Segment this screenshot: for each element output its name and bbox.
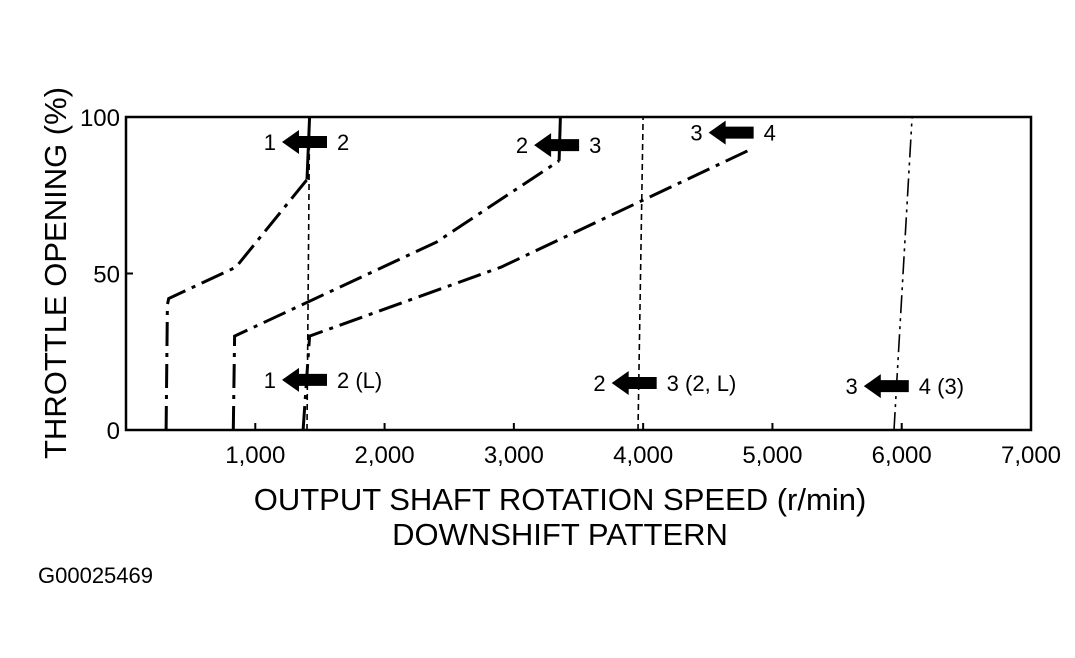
shift-from-label: 3 bbox=[690, 121, 702, 146]
shift-to-label: 3 bbox=[589, 133, 601, 158]
shift-line-1 bbox=[164, 178, 309, 431]
shift-marker-layer: 1 2 2 33 41 2 (L) 2 3 (2, L) 3 4 (3) bbox=[264, 121, 964, 400]
shift-from-label: 2 bbox=[516, 133, 528, 158]
shift-from-label: 2 bbox=[593, 371, 605, 396]
x-axis-title: OUTPUT SHAFT ROTATION SPEED (r/min) bbox=[254, 482, 867, 517]
tick-layer: 1,000 2,000 3,000 4,000 5,000 6,000 7,000 0 50 10… bbox=[80, 105, 1061, 469]
series-layer bbox=[164, 116, 913, 431]
left-arrow-icon bbox=[863, 374, 909, 399]
shift-to-label: 2 bbox=[337, 130, 349, 155]
left-arrow-icon bbox=[282, 367, 327, 392]
shift-line-8 bbox=[893, 116, 913, 431]
x-tick-label: 4,000 bbox=[613, 442, 673, 469]
figure-id: G00025469 bbox=[38, 563, 153, 588]
left-arrow-icon bbox=[282, 130, 327, 155]
shift-line-4 bbox=[557, 116, 562, 161]
shift-to-label: 4 bbox=[764, 121, 776, 146]
x-tick-label: 1,000 bbox=[225, 442, 285, 469]
y-tick-label: 50 bbox=[93, 262, 120, 289]
x-tick-label: 2,000 bbox=[355, 442, 415, 469]
x-tick-label: 7,000 bbox=[1001, 442, 1061, 469]
shift-from-label: 1 bbox=[264, 368, 276, 393]
chart-subtitle: DOWNSHIFT PATTERN bbox=[392, 517, 728, 552]
shift-marker: 2 3 (2, L) bbox=[593, 371, 736, 396]
left-arrow-icon bbox=[611, 371, 657, 396]
shift-to-label: 4 (3) bbox=[919, 374, 964, 399]
x-tick-label: 3,000 bbox=[484, 442, 544, 469]
left-arrow-icon bbox=[708, 120, 754, 145]
shift-marker: 3 4 (3) bbox=[846, 374, 964, 399]
shift-to-label: 3 (2, L) bbox=[667, 371, 737, 396]
y-axis-title: THROTTLE OPENING (%) bbox=[38, 87, 73, 459]
x-tick-label: 5,000 bbox=[742, 442, 802, 469]
shift-marker: 1 2 (L) bbox=[264, 367, 382, 393]
shift-from-label: 1 bbox=[264, 130, 276, 155]
y-tick-label: 100 bbox=[80, 105, 120, 132]
shift-line-3 bbox=[231, 159, 560, 431]
shift-from-label: 3 bbox=[846, 374, 858, 399]
y-tick-label: 0 bbox=[107, 418, 120, 445]
left-arrow-icon bbox=[534, 133, 580, 158]
x-tick-label: 6,000 bbox=[872, 442, 932, 469]
shift-to-label: 2 (L) bbox=[337, 368, 382, 393]
